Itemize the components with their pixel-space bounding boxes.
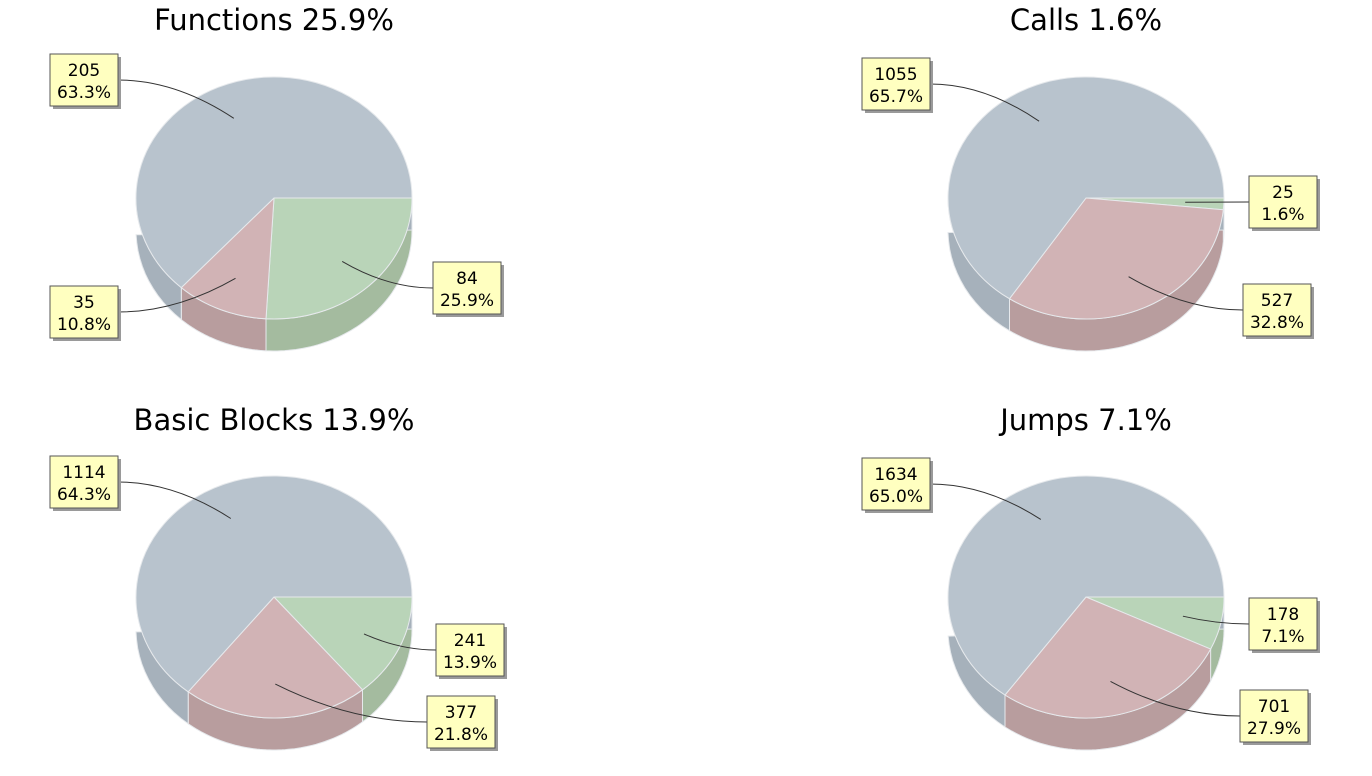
label-box bbox=[49, 285, 119, 339]
slice-percent: 32.8% bbox=[1250, 313, 1304, 333]
pie-slice bbox=[1004, 596, 1212, 719]
label-box bbox=[426, 695, 496, 749]
slice-value: 35 bbox=[73, 293, 95, 313]
slice-percent: 10.8% bbox=[57, 315, 111, 335]
label-box bbox=[49, 53, 119, 107]
pie-slice bbox=[272, 596, 413, 691]
label-box bbox=[1239, 689, 1309, 743]
leader-line bbox=[117, 79, 235, 119]
slice-value: 205 bbox=[68, 61, 100, 81]
leader-line bbox=[1182, 615, 1250, 625]
slice-value: 701 bbox=[1258, 697, 1290, 717]
slice-percent: 63.3% bbox=[57, 83, 111, 103]
slice-value: 377 bbox=[445, 703, 477, 723]
chart-title: Jumps 7.1% bbox=[998, 403, 1172, 437]
label-box bbox=[861, 457, 931, 511]
slice-percent: 25.9% bbox=[440, 291, 494, 311]
leader-line bbox=[117, 481, 232, 519]
pie-slice bbox=[265, 197, 413, 320]
slice-percent: 7.1% bbox=[1261, 627, 1304, 647]
slice-percent: 65.0% bbox=[869, 487, 923, 507]
slice-value: 1114 bbox=[62, 463, 105, 483]
label-box bbox=[435, 623, 505, 677]
leader-line bbox=[341, 260, 434, 289]
slice-percent: 13.9% bbox=[443, 653, 497, 673]
chart-title: Basic Blocks 13.9% bbox=[134, 403, 415, 437]
pie-slice bbox=[135, 475, 413, 693]
slice-value: 25 bbox=[1272, 183, 1294, 203]
slice-value: 241 bbox=[454, 631, 486, 651]
slice-label: 251.6% bbox=[1248, 175, 1320, 231]
slice-value: 178 bbox=[1267, 605, 1299, 625]
slice-value: 1634 bbox=[874, 465, 917, 485]
leader-line bbox=[275, 683, 428, 723]
pie-slice bbox=[1008, 197, 1224, 320]
leader-line bbox=[929, 483, 1042, 520]
label-box bbox=[861, 57, 931, 111]
pie-slice bbox=[947, 76, 1225, 300]
leader-line bbox=[1110, 680, 1241, 717]
chart-title: Functions 25.9% bbox=[154, 3, 394, 37]
pie-slice bbox=[180, 196, 275, 320]
label-box bbox=[432, 261, 502, 315]
slice-percent: 27.9% bbox=[1247, 719, 1301, 739]
label-box bbox=[1248, 597, 1318, 651]
leader-line bbox=[363, 633, 437, 651]
pie-slice bbox=[947, 475, 1225, 696]
slice-value: 527 bbox=[1261, 291, 1293, 311]
leader-line bbox=[117, 277, 236, 313]
chart-title: Calls 1.6% bbox=[1010, 3, 1162, 37]
slice-percent: 64.3% bbox=[57, 485, 111, 505]
slice-percent: 1.6% bbox=[1261, 205, 1304, 225]
label-box bbox=[49, 455, 119, 509]
leader-line bbox=[1128, 276, 1244, 311]
slice-percent: 21.8% bbox=[434, 725, 488, 745]
label-box bbox=[1248, 175, 1318, 229]
pie-slice bbox=[187, 596, 364, 719]
leader-line bbox=[929, 83, 1040, 122]
pie-slice bbox=[135, 76, 413, 289]
label-box bbox=[1242, 283, 1312, 337]
slice-value: 1055 bbox=[874, 65, 917, 85]
slice-percent: 65.7% bbox=[869, 87, 923, 107]
slice-value: 84 bbox=[456, 269, 478, 289]
